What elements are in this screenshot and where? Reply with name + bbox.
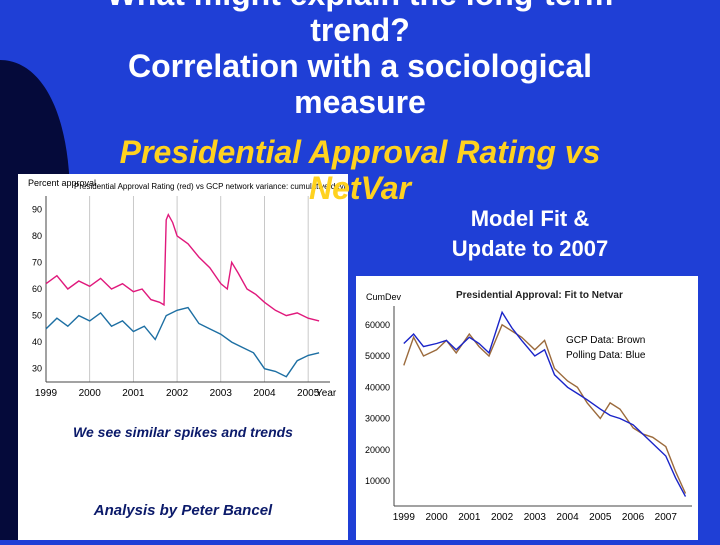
left-chart-panel: Percent approval Presidential Approval R…: [18, 174, 363, 410]
y-tick-label: 70: [32, 257, 42, 267]
x-tick-label: 2005: [297, 388, 320, 399]
x-tick-label: 2002: [166, 388, 189, 399]
legend-gcp: GCP Data: Brown: [566, 335, 645, 346]
caption-similar: We see similar spikes and trends: [18, 410, 348, 454]
x-tick-label: 2005: [589, 512, 612, 523]
y-tick-label: 40: [32, 337, 42, 347]
x-tick-label: 2000: [79, 388, 102, 399]
x-tick-label: 2000: [425, 512, 448, 523]
y-tick-label: 30000: [365, 414, 390, 424]
y-tick-label: 60: [32, 284, 42, 294]
y-tick-label: 80: [32, 231, 42, 241]
series-line-2: [403, 310, 687, 497]
y-tick-label: 60000: [365, 320, 390, 330]
title-line-4: measure: [294, 84, 426, 120]
right-chart-title: Presidential Approval: Fit to Netvar: [456, 290, 623, 301]
caption-analysis: Analysis by Peter Bancel: [93, 502, 273, 519]
title-line-3: Correlation with a sociological: [127, 48, 593, 84]
right-chart-ylabel: CumDev: [366, 292, 402, 302]
x-tick-label: 2002: [491, 512, 514, 523]
x-tick-label: 2006: [622, 512, 645, 523]
left-chart-xlabel: Year: [316, 388, 337, 399]
x-tick-label: 1999: [35, 388, 58, 399]
x-tick-label: 2004: [253, 388, 276, 399]
series-line-1: [403, 323, 687, 494]
title-line-2: trend?: [310, 12, 410, 48]
y-tick-label: 50: [32, 311, 42, 321]
y-tick-label: 30: [32, 364, 42, 374]
left-chart: Percent approval Presidential Approval R…: [28, 178, 363, 399]
x-tick-label: 2001: [122, 388, 145, 399]
subtitle-line-1: Presidential Approval Rating vs: [119, 134, 601, 170]
y-tick-label: 90: [32, 204, 42, 214]
y-tick-label: 50000: [365, 351, 390, 361]
right-chart: CumDev Presidential Approval: Fit to Net…: [365, 290, 692, 523]
x-tick-label: 2003: [524, 512, 547, 523]
subtitle-line-2: NetVar: [309, 170, 411, 206]
series-line-1: [45, 212, 320, 322]
right-chart-panel: CumDev Presidential Approval: Fit to Net…: [356, 276, 698, 540]
y-tick-label: 40000: [365, 382, 390, 392]
x-tick-label: 2003: [210, 388, 233, 399]
y-tick-label: 10000: [365, 476, 390, 486]
left-chart-title: Presidential Approval Rating (red) vs GC…: [74, 182, 348, 191]
x-tick-label: 2007: [655, 512, 678, 523]
title-line-1: What might explain the long-term: [40, 0, 680, 12]
legend-polling: Polling Data: Blue: [566, 350, 646, 361]
caption-analysis-box: Analysis by Peter Bancel: [18, 454, 348, 540]
x-tick-label: 1999: [393, 512, 416, 523]
side-text-line-2: Update to 2007: [451, 236, 609, 261]
side-text-line-1: Model Fit &: [470, 206, 590, 231]
series-line-2: [45, 306, 320, 378]
left-chart-ylabel: Percent approval: [28, 178, 96, 188]
x-tick-label: 2004: [556, 512, 579, 523]
y-tick-label: 20000: [365, 445, 390, 455]
x-tick-label: 2001: [458, 512, 481, 523]
